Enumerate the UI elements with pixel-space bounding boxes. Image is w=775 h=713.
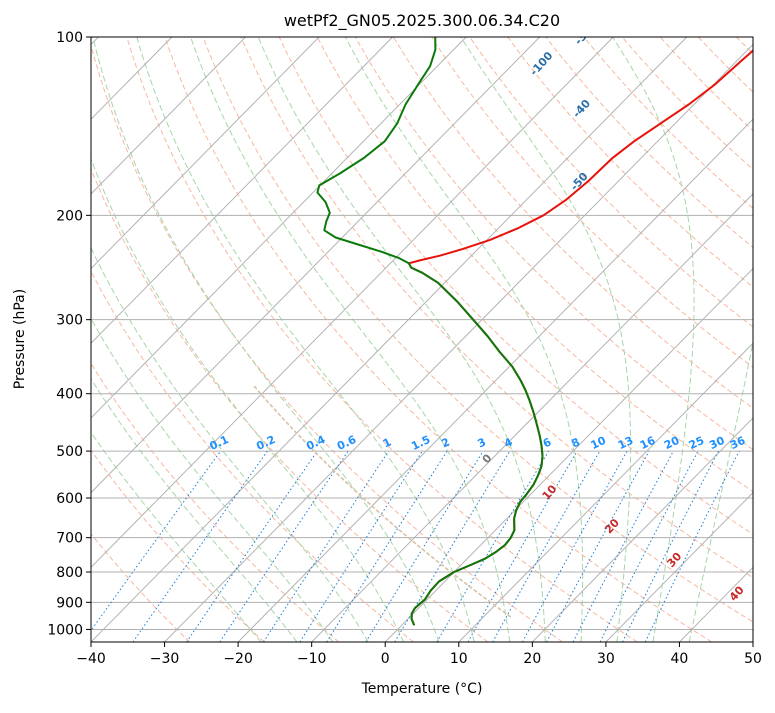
y-tick-label: 800: [56, 565, 83, 581]
y-tick-label: 200: [56, 208, 83, 224]
y-tick-label: 400: [56, 387, 83, 403]
x-tick-label: 40: [671, 651, 689, 667]
y-axis-label: Pressure (hPa): [12, 289, 28, 389]
x-axis-label: Temperature (°C): [361, 681, 483, 697]
y-tick-label: 900: [56, 595, 83, 611]
y-tick-label: 600: [56, 491, 83, 507]
chart-title: wetPf2_GN05.2025.300.06.34.C20: [284, 11, 560, 31]
y-tick-label: 1000: [47, 622, 83, 638]
y-tick-label: 300: [56, 313, 83, 329]
x-tick-label: 20: [523, 651, 541, 667]
y-tick-label: 100: [56, 30, 83, 46]
isotherm: [753, 37, 775, 642]
y-tick-label: 500: [56, 444, 83, 460]
x-tick-label: −10: [297, 651, 327, 667]
x-tick-label: 30: [597, 651, 615, 667]
x-tick-label: 50: [744, 651, 762, 667]
x-tick-label: 10: [450, 651, 468, 667]
x-tick-label: 0: [381, 651, 390, 667]
x-tick-label: −30: [150, 651, 180, 667]
y-tick-label: 700: [56, 531, 83, 547]
x-tick-label: −40: [76, 651, 106, 667]
x-tick-label: −20: [223, 651, 253, 667]
